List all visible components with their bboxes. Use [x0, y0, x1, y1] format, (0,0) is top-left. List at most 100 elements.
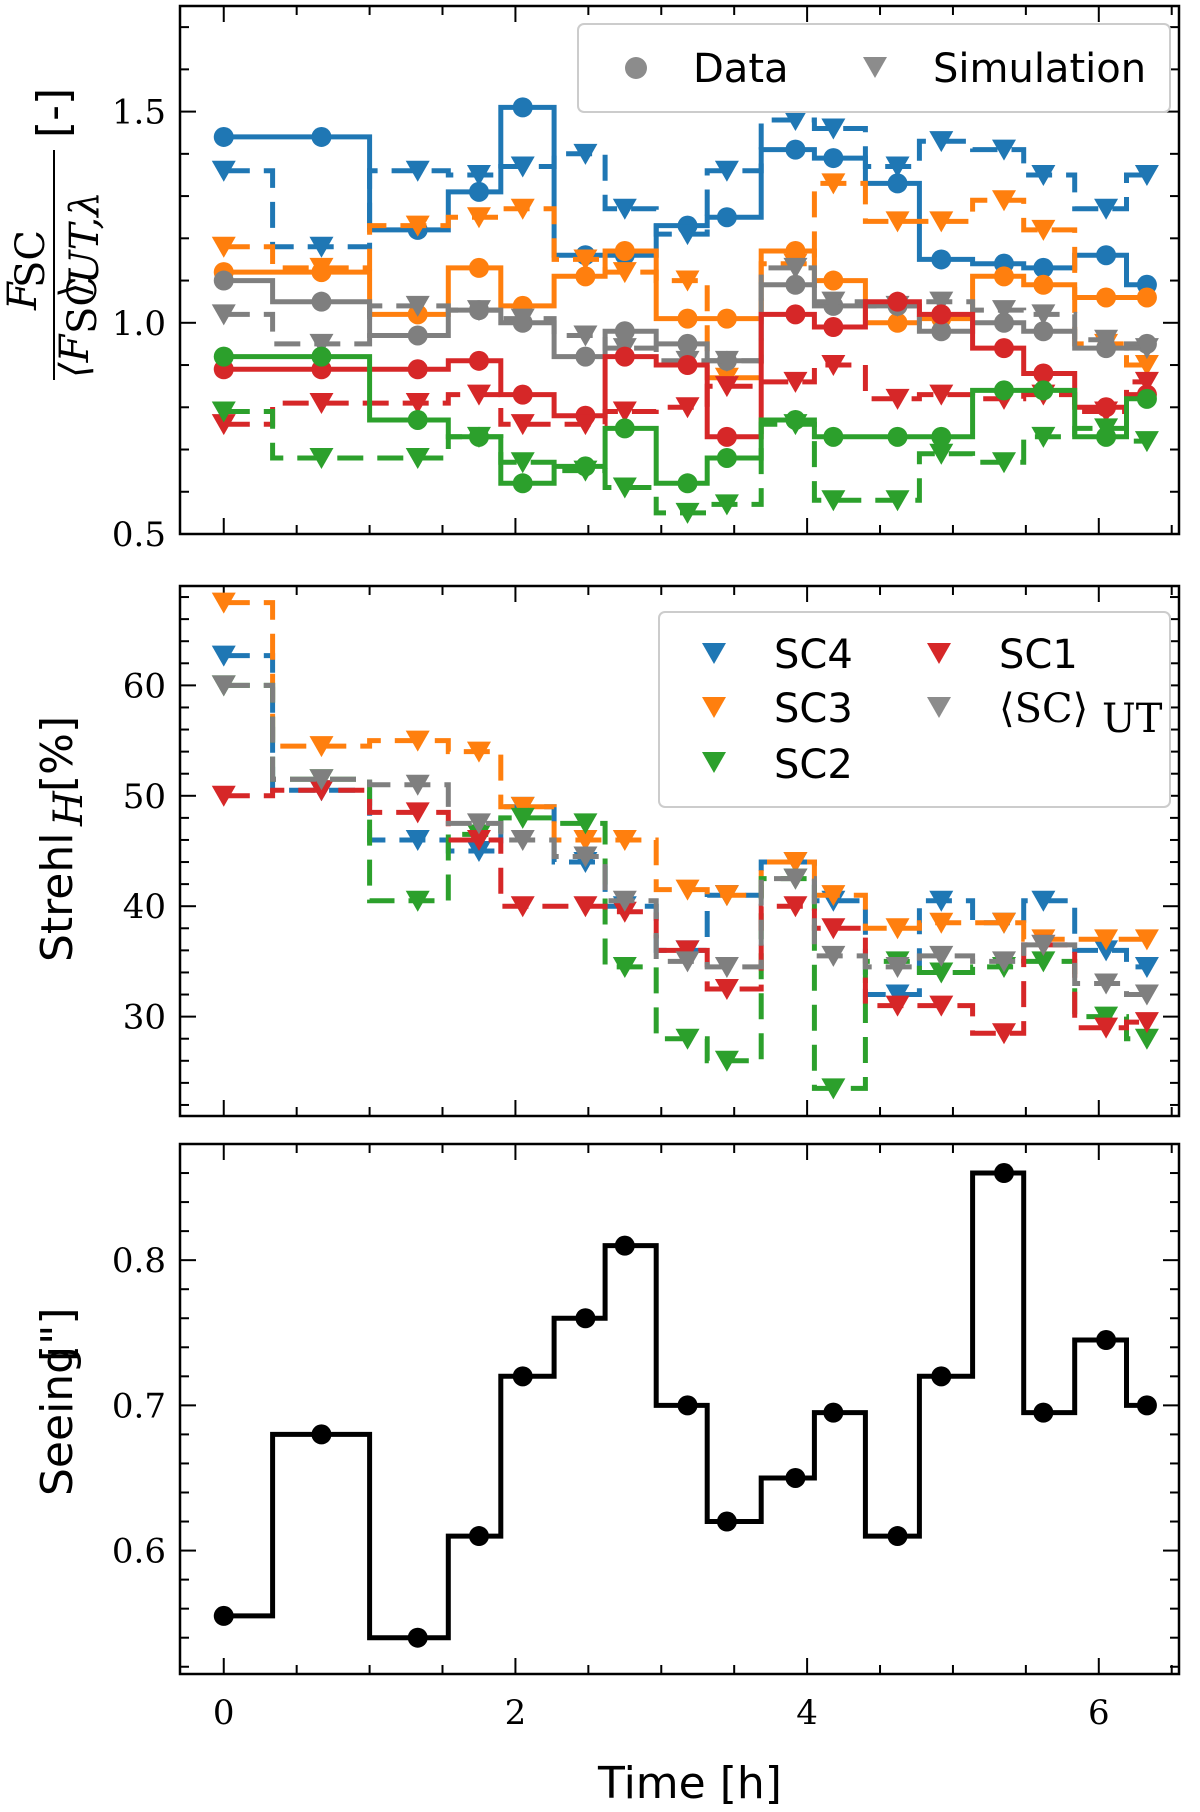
legend-sc1-label: SC1 — [999, 632, 1078, 678]
legend-data-marker — [625, 57, 647, 79]
legend-data-label: Data — [693, 46, 789, 92]
data-point — [573, 896, 598, 918]
data-point — [614, 418, 635, 439]
data-point — [573, 325, 598, 347]
data-point — [213, 126, 234, 147]
data-point — [1033, 363, 1054, 384]
panel-bottom-xtick-labels: 0 2 4 6 — [213, 1693, 1110, 1733]
data-point — [991, 452, 1016, 474]
data-point — [573, 813, 598, 835]
x-tick-label: 6 — [1088, 1693, 1110, 1733]
data-point — [929, 890, 954, 912]
y-tick-label: 50 — [123, 777, 166, 817]
data-point — [885, 388, 910, 410]
legend-sc3-label: SC3 — [774, 686, 853, 732]
data-point — [1136, 1395, 1157, 1416]
data-point — [1134, 431, 1159, 453]
data-point — [614, 1235, 635, 1256]
legend-sc2-marker — [702, 752, 726, 773]
data-point — [612, 477, 637, 499]
data-point — [783, 371, 808, 393]
data-point — [675, 224, 700, 246]
data-point — [405, 215, 430, 237]
data-point — [677, 308, 698, 329]
data-point — [1031, 219, 1056, 241]
series-line — [223, 682, 1147, 1091]
data-point — [677, 473, 698, 494]
data-point — [407, 325, 428, 346]
data-point — [675, 879, 700, 901]
data-point — [1094, 198, 1119, 220]
data-point — [612, 401, 637, 423]
data-point — [468, 257, 489, 278]
panel-middle: 30 40 50 60 Strehl H [%] SC4 SC3 SC2 SC1 ⟨S… — [32, 584, 1181, 1118]
data-point — [714, 376, 739, 398]
data-point — [1094, 329, 1119, 351]
data-point — [1094, 940, 1119, 962]
data-point — [783, 257, 808, 279]
data-point — [309, 447, 334, 469]
data-point — [993, 380, 1014, 401]
data-point — [993, 312, 1014, 333]
data-point — [1136, 388, 1157, 409]
data-point — [785, 274, 806, 295]
data-point — [1031, 164, 1056, 186]
data-point — [783, 852, 808, 874]
panel-top-ylabel: F SC ⟨F SC ⟩ UT,λ [-] — [0, 88, 108, 380]
series-0 — [213, 97, 1157, 295]
data-point — [1134, 355, 1159, 377]
data-point — [466, 384, 491, 406]
data-point — [512, 384, 533, 405]
data-point — [510, 796, 535, 818]
data-point — [716, 426, 737, 447]
legend-box — [658, 611, 1171, 808]
data-point — [821, 291, 846, 313]
series-3 — [211, 780, 1159, 1045]
panel-bottom-frame — [178, 1142, 1181, 1676]
data-point — [405, 393, 430, 415]
data-point — [887, 173, 908, 194]
data-point — [1033, 257, 1054, 278]
legend-sc3-marker — [702, 697, 726, 718]
panel-bottom-ticks — [180, 1143, 1179, 1674]
data-point — [405, 774, 430, 796]
data-point — [714, 885, 739, 907]
ylabel-strehl: Strehl — [32, 833, 83, 963]
data-point — [510, 156, 535, 178]
ylabel-denominator-close: ⟩ — [52, 282, 98, 298]
data-point — [714, 1050, 739, 1072]
data-point — [716, 1511, 737, 1532]
data-point — [675, 951, 700, 973]
data-point — [783, 110, 808, 132]
data-point — [510, 896, 535, 918]
data-point — [311, 1424, 332, 1445]
data-point — [929, 443, 954, 465]
series-line — [223, 409, 1147, 516]
data-point — [1094, 929, 1119, 951]
data-point — [885, 918, 910, 940]
x-tick-label: 4 — [796, 1693, 818, 1733]
data-point — [821, 945, 846, 967]
data-point — [1094, 418, 1119, 440]
panel-top-series — [211, 97, 1159, 524]
ylabel-strehl-sub: H — [46, 790, 92, 827]
data-point — [823, 426, 844, 447]
data-point — [991, 951, 1016, 973]
data-point — [468, 181, 489, 202]
data-point — [1134, 164, 1159, 186]
y-tick-label: 1.5 — [112, 93, 166, 133]
data-point — [823, 317, 844, 338]
data-point — [466, 841, 491, 862]
data-point — [783, 414, 808, 436]
data-point — [823, 1402, 844, 1423]
series-line — [223, 362, 1147, 427]
data-point — [512, 473, 533, 494]
data-point — [405, 295, 430, 317]
data-point — [1134, 1028, 1159, 1050]
data-point — [929, 962, 954, 984]
data-point — [714, 350, 739, 372]
data-point — [612, 956, 637, 978]
data-point — [1031, 951, 1056, 973]
data-point — [887, 1526, 908, 1547]
data-point — [466, 426, 491, 448]
